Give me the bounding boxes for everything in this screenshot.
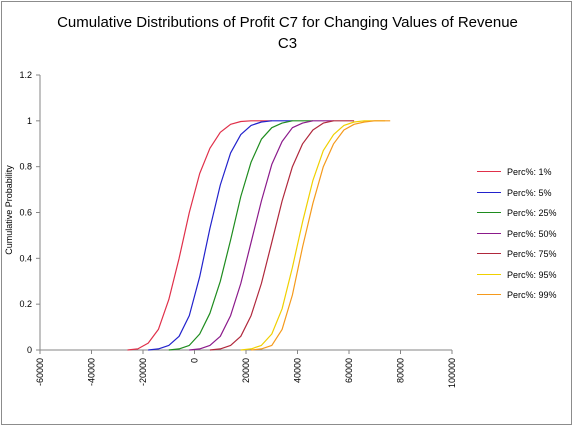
series-line-7 <box>251 120 391 351</box>
legend-swatch <box>477 212 501 213</box>
series-line-1 <box>127 120 272 351</box>
legend-item: Perc%: 50% <box>477 228 572 240</box>
legend-label: Perc%: 1% <box>507 167 552 177</box>
y-tick-label: 0.6 <box>19 208 32 218</box>
x-tick-label: -40000 <box>87 358 97 386</box>
x-tick-label: 40000 <box>293 358 303 383</box>
legend-label: Perc%: 75% <box>507 249 557 259</box>
legend-item: Perc%: 5% <box>477 187 572 199</box>
y-tick-label: 0 <box>27 345 32 355</box>
series-line-5 <box>209 120 355 351</box>
y-tick-label: 1 <box>27 116 32 126</box>
legend-swatch <box>477 171 501 172</box>
legend-item: Perc%: 95% <box>477 269 572 281</box>
series-layer <box>127 120 391 351</box>
chart-title: Cumulative Distributions of Profit C7 fo… <box>57 14 518 52</box>
legend-item: Perc%: 99% <box>477 289 572 301</box>
x-tick-label: 100000 <box>447 358 457 388</box>
x-tick-label: 20000 <box>241 358 251 383</box>
axes: 0 0.2 0.4 0.6 0.8 1 1.2 -60000 -40000 -20000 0 2000… <box>19 70 457 388</box>
series-line-2 <box>148 120 293 351</box>
x-tick-label: -20000 <box>138 358 148 386</box>
legend-item: Perc%: 25% <box>477 207 572 219</box>
y-tick-label: 0.4 <box>19 253 32 263</box>
legend-swatch <box>477 232 501 234</box>
legend-label: Perc%: 25% <box>507 208 557 218</box>
legend-item: Perc%: 75% <box>477 248 572 260</box>
legend-label: Perc%: 50% <box>507 228 557 239</box>
y-tick-label: 1.2 <box>19 70 32 80</box>
series-line-4 <box>189 120 334 351</box>
x-tick-label: 0 <box>190 358 200 363</box>
legend-label: Perc%: 5% <box>507 187 552 198</box>
x-tick-label: 60000 <box>344 358 354 383</box>
series-line-3 <box>168 120 313 351</box>
legend-swatch <box>477 191 501 193</box>
series-line-6 <box>240 120 386 351</box>
legend-swatch <box>477 273 501 275</box>
legend-item: Perc%: 1% <box>477 166 572 178</box>
x-tick-label: 80000 <box>396 358 406 383</box>
legend-swatch <box>477 253 501 254</box>
legend-label: Perc%: 99% <box>507 290 557 300</box>
y-tick-label: 0.2 <box>19 299 32 309</box>
legend-label: Perc%: 95% <box>507 269 557 280</box>
y-tick-label: 0.8 <box>19 162 32 172</box>
x-tick-label: -60000 <box>35 358 45 386</box>
legend-swatch <box>477 294 501 295</box>
